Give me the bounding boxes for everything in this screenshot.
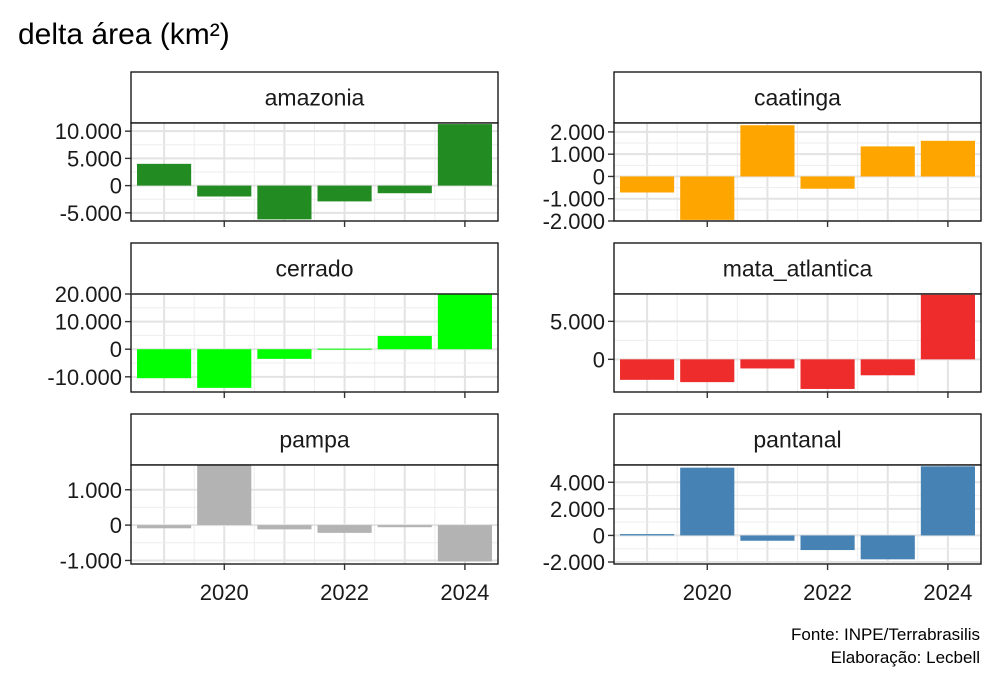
y-tick-label: 0 [593, 347, 605, 372]
x-tick-label: 2022 [320, 580, 369, 605]
bar-pantanal-2021 [740, 535, 795, 541]
bar-mata_atlantica-2021 [740, 359, 795, 369]
bar-pampa-2020 [197, 465, 252, 526]
bar-cerrado-2020 [197, 349, 252, 388]
panel-mata_atlantica: mata_atlantica 0 5.000 [550, 242, 982, 398]
bar-cerrado-2023 [377, 335, 432, 350]
panel-cerrado: cerrado -10.000 010.000 20.000 [47, 242, 499, 398]
bar-caatinga-2020 [680, 176, 735, 220]
y-tick-label: 2.000 [550, 120, 605, 145]
x-tick-label: 2022 [803, 580, 852, 605]
y-tick-label: 0 [110, 174, 122, 199]
x-tick-label: 2020 [200, 580, 249, 605]
bar-mata_atlantica-2024 [920, 294, 975, 360]
bar-pantanal-2022 [800, 535, 855, 551]
bar-pampa-2021 [257, 525, 312, 530]
panels: amazonia-5.00005.00010.000caatinga-2.000… [47, 71, 982, 605]
y-tick-label: 0 [110, 513, 122, 538]
caption-credit: Elaboração: Lecbell [831, 648, 980, 667]
x-tick-label: 2024 [923, 580, 972, 605]
y-tick-label: 4.000 [550, 470, 605, 495]
y-tick-label: -1.000 [543, 187, 605, 212]
bar-pantanal-2023 [860, 535, 915, 560]
y-tick-label: 0 [593, 164, 605, 189]
y-tick-label: 5.000 [550, 309, 605, 334]
bar-pampa-2023 [377, 525, 432, 528]
x-tick-label: 2024 [440, 580, 489, 605]
panel-border [613, 464, 982, 565]
y-tick-label: -1.000 [60, 548, 122, 573]
bar-pantanal-2019 [620, 534, 675, 536]
y-tick-label: 20.000 [55, 282, 122, 307]
bar-pantanal-2024 [920, 466, 975, 536]
y-tick-label: -2.000 [543, 209, 605, 234]
bar-amazonia-2024 [437, 124, 492, 186]
bar-pampa-2022 [317, 525, 372, 533]
panel-border [130, 464, 499, 565]
bar-pantanal-2020 [680, 467, 735, 536]
strip-label-mata_atlantica: mata_atlantica [723, 256, 873, 282]
y-tick-label: 0 [593, 523, 605, 548]
strip-label-caatinga: caatinga [754, 85, 841, 111]
bar-mata_atlantica-2020 [680, 359, 735, 383]
y-tick-label: 0 [110, 337, 122, 362]
y-tick-label: 1.000 [550, 142, 605, 167]
bar-pampa-2024 [437, 525, 492, 562]
caption-source: Fonte: INPE/Terrabrasilis [791, 625, 980, 644]
panel-border [130, 122, 499, 222]
strip-mata_atlantica [613, 242, 982, 295]
panel-pampa: pampa -1.000 0 1.000 2020 2022 2024 [60, 413, 499, 605]
strip-label-pantanal: pantanal [753, 427, 841, 453]
y-tick-label: 10.000 [55, 310, 122, 335]
bar-caatinga-2023 [860, 146, 915, 177]
panel-border [130, 293, 499, 393]
bar-caatinga-2021 [740, 125, 795, 177]
bar-caatinga-2024 [920, 140, 975, 177]
bar-amazonia-2019 [137, 163, 192, 186]
strip-label-amazonia: amazonia [265, 85, 365, 111]
bar-amazonia-2023 [377, 185, 432, 194]
strip-label-pampa: pampa [279, 427, 350, 453]
y-tick-label: 1.000 [67, 478, 122, 503]
bar-cerrado-2024 [437, 294, 492, 350]
bar-caatinga-2022 [800, 176, 855, 189]
bar-amazonia-2021 [257, 185, 312, 220]
panel-border [613, 122, 982, 222]
bar-cerrado-2019 [137, 349, 192, 379]
bar-amazonia-2020 [197, 185, 252, 197]
bar-caatinga-2019 [620, 176, 675, 193]
y-tick-label: 5.000 [67, 146, 122, 171]
strip-amazonia [130, 71, 499, 124]
bar-mata_atlantica-2019 [620, 359, 675, 380]
strip-pampa [130, 413, 499, 466]
x-tick-label: 2020 [683, 580, 732, 605]
strip-label-cerrado: cerrado [276, 256, 354, 282]
bar-mata_atlantica-2022 [800, 359, 855, 389]
strip-pantanal [613, 413, 982, 466]
y-tick-label: -10.000 [47, 365, 122, 390]
y-tick-label: -2.000 [543, 550, 605, 575]
bar-cerrado-2022 [317, 348, 372, 350]
bar-pampa-2019 [137, 525, 192, 529]
bar-amazonia-2022 [317, 185, 372, 202]
y-tick-label: -5.000 [60, 201, 122, 226]
bar-cerrado-2021 [257, 349, 312, 359]
y-tick-label: 2.000 [550, 497, 605, 522]
panel-border [613, 293, 982, 393]
chart-title: delta área (km²) [18, 18, 230, 51]
y-tick-label: 10.000 [55, 119, 122, 144]
bar-mata_atlantica-2023 [860, 359, 915, 376]
